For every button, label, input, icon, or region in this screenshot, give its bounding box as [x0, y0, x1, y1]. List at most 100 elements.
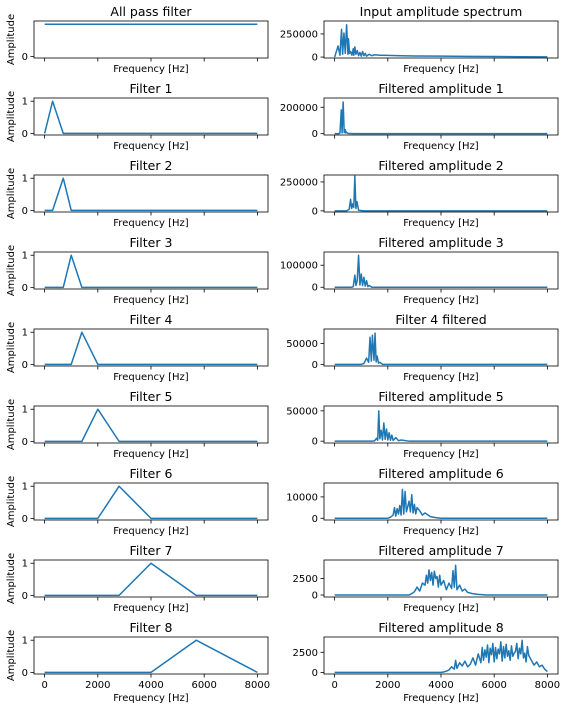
x-axis-label: Frequency [Hz] — [403, 218, 479, 229]
series-line — [45, 640, 258, 672]
series-line — [335, 565, 548, 595]
y-axis-label: Amplitude — [6, 399, 17, 450]
axes-frame — [34, 175, 268, 212]
y-tick-label: 1 — [22, 405, 28, 416]
x-tick-label: 6000 — [481, 680, 506, 691]
y-tick-label: 10000 — [286, 492, 318, 503]
subplot-14: Filtered amplitude 6 Frequency [Hz] 0 10000 — [286, 466, 558, 537]
y-tick-label: 1 — [22, 328, 28, 339]
subplot-3: Filter 1 Frequency [Hz] 0 1 Amplitude — [6, 81, 268, 152]
subplot-title: Filter 6 — [130, 466, 173, 481]
subplot-title: Filter 8 — [130, 620, 173, 635]
x-axis-label: Frequency [Hz] — [403, 295, 479, 306]
x-tick-label: 0 — [331, 680, 337, 691]
subplot-13: Filter 6 Frequency [Hz] 0 1 Amplitude — [6, 466, 268, 537]
series-line — [335, 411, 548, 441]
subplot-title: Filtered amplitude 1 — [378, 81, 503, 96]
x-tick-label: 8000 — [535, 680, 560, 691]
series-line — [45, 101, 258, 133]
series-line — [335, 25, 548, 57]
subplot-title: Filtered amplitude 6 — [378, 466, 503, 481]
y-tick-label: 0 — [22, 437, 28, 448]
y-tick-label: 0 — [312, 591, 318, 602]
axes-frame — [34, 252, 268, 289]
series-line — [45, 255, 258, 287]
y-axis-label: Amplitude — [6, 14, 17, 65]
subplot-15: Filter 7 Frequency [Hz] 0 1 Amplitude — [6, 543, 268, 614]
x-tick-label: 2000 — [85, 680, 110, 691]
subplot-8: Filtered amplitude 3 Frequency [Hz] 0 10000… — [280, 235, 558, 306]
x-axis-label: Frequency [Hz] — [403, 526, 479, 537]
x-axis-label: Frequency [Hz] — [113, 64, 189, 75]
y-tick-label: 1 — [22, 482, 28, 493]
x-axis-label: Frequency [Hz] — [113, 141, 189, 152]
subplot-title: Filter 7 — [130, 543, 173, 558]
y-axis-label: Amplitude — [6, 245, 17, 296]
x-axis-label: Frequency [Hz] — [403, 64, 479, 75]
y-tick-label: 250000 — [280, 29, 318, 40]
subplot-title: Filtered amplitude 2 — [378, 158, 503, 173]
y-tick-label: 0 — [312, 206, 318, 217]
y-tick-label: 50000 — [286, 406, 318, 417]
axes-frame — [34, 406, 268, 443]
x-axis-label: Frequency [Hz] — [403, 372, 479, 383]
subplot-18: Filtered amplitude 8 0 2000 4000 6000 8000 Fre… — [293, 620, 561, 704]
axes-frame — [324, 329, 558, 366]
x-tick-label: 4000 — [428, 680, 453, 691]
y-tick-label: 0 — [312, 360, 318, 371]
y-axis-label: Amplitude — [6, 168, 17, 219]
x-axis-label: Frequency [Hz] — [403, 603, 479, 614]
x-tick-label: 0 — [41, 680, 47, 691]
x-axis-label: Frequency [Hz] — [113, 693, 189, 704]
subplot-title: Filtered amplitude 3 — [378, 235, 503, 250]
y-tick-label: 0 — [22, 591, 28, 602]
subplot-17: Filter 8 0 2000 4000 6000 8000 Frequency [Hz] 0… — [6, 620, 270, 704]
axes-frame — [324, 98, 558, 135]
y-axis-label: Amplitude — [6, 91, 17, 142]
x-axis-label: Frequency [Hz] — [113, 526, 189, 537]
x-axis-label: Frequency [Hz] — [403, 693, 479, 704]
series-line — [335, 489, 548, 518]
subplot-10: Filter 4 filtered Frequency [Hz] 0 50000 — [286, 312, 558, 383]
y-tick-label: 0 — [22, 52, 28, 63]
subplot-12: Filtered amplitude 5 Frequency [Hz] 0 50000 — [286, 389, 558, 460]
x-axis-label: Frequency [Hz] — [113, 372, 189, 383]
y-tick-label: 1 — [22, 559, 28, 570]
subplot-16: Filtered amplitude 7 Frequency [Hz] 0 2500 — [293, 543, 558, 614]
x-axis-label: Frequency [Hz] — [113, 603, 189, 614]
axes-frame — [34, 483, 268, 520]
subplot-7: Filter 3 Frequency [Hz] 0 1 Amplitude — [6, 235, 268, 306]
y-tick-label: 50000 — [286, 339, 318, 350]
subplot-title: Filter 4 filtered — [395, 312, 486, 327]
y-tick-label: 1 — [22, 97, 28, 108]
series-line — [335, 255, 548, 287]
subplot-2: Input amplitude spectrum Frequency [Hz] 0 2… — [280, 4, 558, 75]
subplot-title: Filtered amplitude 7 — [378, 543, 503, 558]
x-tick-label: 6000 — [191, 680, 216, 691]
x-tick-label: 2000 — [375, 680, 400, 691]
y-tick-label: 0 — [312, 668, 318, 679]
y-tick-label: 0 — [22, 283, 28, 294]
y-tick-label: 0 — [22, 360, 28, 371]
y-tick-label: 200000 — [280, 103, 318, 114]
series-line — [335, 102, 548, 134]
y-axis-label: Amplitude — [6, 476, 17, 527]
axes-frame — [34, 21, 268, 58]
y-tick-label: 0 — [22, 668, 28, 679]
series-line — [45, 486, 258, 518]
x-axis-label: Frequency [Hz] — [113, 449, 189, 460]
subplot-title: Filtered amplitude 8 — [378, 620, 503, 635]
y-tick-label: 0 — [22, 129, 28, 140]
axes-frame — [34, 98, 268, 135]
series-line — [335, 333, 548, 364]
subplot-title: Filter 5 — [130, 389, 173, 404]
axes-frame — [34, 560, 268, 597]
y-axis-label: Amplitude — [6, 630, 17, 681]
y-tick-label: 0 — [312, 129, 318, 140]
subplot-4: Filtered amplitude 1 Frequency [Hz] 0 20000… — [280, 81, 558, 152]
subplot-6: Filtered amplitude 2 Frequency [Hz] 0 25000… — [280, 158, 558, 229]
x-tick-label: 8000 — [245, 680, 270, 691]
subplot-title: All pass filter — [110, 4, 192, 19]
x-axis-label: Frequency [Hz] — [113, 295, 189, 306]
